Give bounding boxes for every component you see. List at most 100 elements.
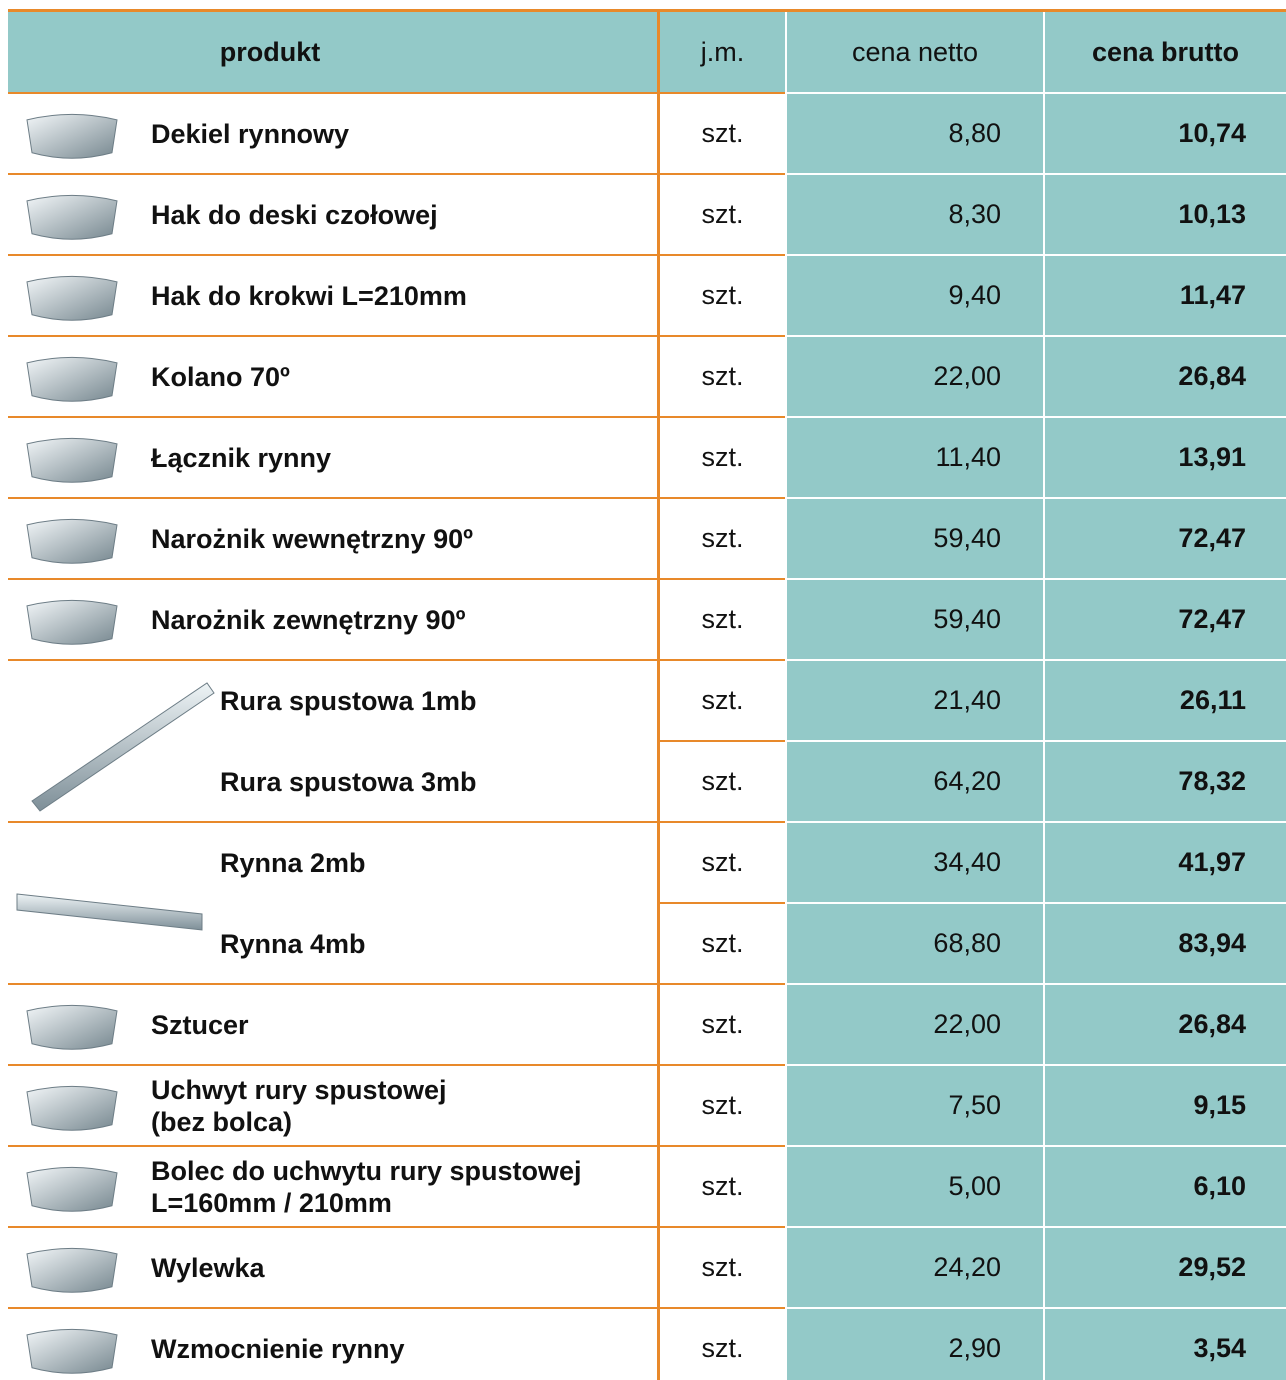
product-name: Hak do deski czołowej bbox=[151, 175, 651, 254]
unit-cell: szt. bbox=[660, 175, 785, 254]
product-image bbox=[12, 98, 132, 171]
net-price: 34,40 bbox=[787, 823, 1043, 902]
net-price: 11,40 bbox=[787, 418, 1043, 497]
unit-cell: szt. bbox=[660, 337, 785, 416]
product-name: Rynna 2mb bbox=[220, 823, 720, 902]
unit-cell: szt. bbox=[660, 1228, 785, 1307]
product-name-line: Bolec do uchwytu rury spustowej bbox=[151, 1155, 582, 1187]
product-name-line: Rura spustowa 1mb bbox=[220, 685, 477, 717]
product-name-line: L=160mm / 210mm bbox=[151, 1187, 392, 1219]
product-name-line: Dekiel rynnowy bbox=[151, 118, 349, 150]
unit-cell: szt. bbox=[660, 256, 785, 335]
net-price: 59,40 bbox=[787, 499, 1043, 578]
gross-price: 72,47 bbox=[1045, 499, 1286, 578]
unit-cell: szt. bbox=[660, 1147, 785, 1226]
product-image bbox=[12, 422, 132, 495]
product-name: Hak do krokwi L=210mm bbox=[151, 256, 651, 335]
product-name-line: Rura spustowa 3mb bbox=[220, 766, 477, 798]
net-price: 68,80 bbox=[787, 904, 1043, 983]
product-name-line: Hak do krokwi L=210mm bbox=[151, 280, 467, 312]
gross-price: 78,32 bbox=[1045, 742, 1286, 821]
product-image bbox=[12, 584, 132, 657]
product-name: Rura spustowa 3mb bbox=[220, 742, 720, 821]
net-price: 21,40 bbox=[787, 661, 1043, 740]
product-name-line: Narożnik zewnętrzny 90º bbox=[151, 604, 465, 636]
unit-cell: szt. bbox=[660, 661, 785, 740]
unit-cell: szt. bbox=[660, 499, 785, 578]
unit-cell: szt. bbox=[660, 94, 785, 173]
net-price: 59,40 bbox=[787, 580, 1043, 659]
product-image bbox=[12, 1313, 132, 1380]
product-image bbox=[12, 503, 132, 576]
gross-price: 11,47 bbox=[1045, 256, 1286, 335]
unit-cell: szt. bbox=[660, 1309, 785, 1380]
product-name-line: Wylewka bbox=[151, 1252, 265, 1284]
product-image bbox=[12, 1232, 132, 1305]
gross-price: 29,52 bbox=[1045, 1228, 1286, 1307]
gross-price: 10,74 bbox=[1045, 94, 1286, 173]
gross-price: 26,11 bbox=[1045, 661, 1286, 740]
product-image bbox=[12, 827, 222, 981]
net-price: 64,20 bbox=[787, 742, 1043, 821]
gross-price: 10,13 bbox=[1045, 175, 1286, 254]
net-price: 22,00 bbox=[787, 985, 1043, 1064]
gross-price: 6,10 bbox=[1045, 1147, 1286, 1226]
header-cell: cena netto bbox=[787, 12, 1043, 92]
product-name: Wzmocnienie rynny bbox=[151, 1309, 651, 1380]
price-table: produktj.m.cena nettocena brutto Dekiel … bbox=[0, 0, 1286, 1380]
product-name-line: Narożnik wewnętrzny 90º bbox=[151, 523, 473, 555]
unit-cell: szt. bbox=[660, 904, 785, 983]
product-image bbox=[12, 1151, 132, 1224]
product-name: Kolano 70º bbox=[151, 337, 651, 416]
gross-price: 83,94 bbox=[1045, 904, 1286, 983]
gross-price: 13,91 bbox=[1045, 418, 1286, 497]
gross-price: 72,47 bbox=[1045, 580, 1286, 659]
net-price: 8,30 bbox=[787, 175, 1043, 254]
product-name: Narożnik wewnętrzny 90º bbox=[151, 499, 651, 578]
net-price: 8,80 bbox=[787, 94, 1043, 173]
product-image bbox=[12, 665, 222, 819]
header-cell: cena brutto bbox=[1045, 12, 1286, 92]
unit-cell: szt. bbox=[660, 985, 785, 1064]
product-image bbox=[12, 989, 132, 1062]
unit-cell: szt. bbox=[660, 580, 785, 659]
unit-cell: szt. bbox=[660, 823, 785, 902]
unit-cell: szt. bbox=[660, 1066, 785, 1145]
product-image bbox=[12, 179, 132, 252]
gross-price: 9,15 bbox=[1045, 1066, 1286, 1145]
product-name-line: Łącznik rynny bbox=[151, 442, 331, 474]
net-price: 2,90 bbox=[787, 1309, 1043, 1380]
product-name-line: Uchwyt rury spustowej bbox=[151, 1074, 447, 1106]
product-image bbox=[12, 341, 132, 414]
product-name-line: Sztucer bbox=[151, 1009, 249, 1041]
product-name: Wylewka bbox=[151, 1228, 651, 1307]
net-price: 7,50 bbox=[787, 1066, 1043, 1145]
product-name-line: Hak do deski czołowej bbox=[151, 199, 438, 231]
unit-cell: szt. bbox=[660, 742, 785, 821]
product-name-line: Kolano 70º bbox=[151, 361, 290, 393]
product-name-line: (bez bolca) bbox=[151, 1106, 292, 1138]
product-name: Łącznik rynny bbox=[151, 418, 651, 497]
net-price: 9,40 bbox=[787, 256, 1043, 335]
product-name-line: Rynna 2mb bbox=[220, 847, 366, 879]
net-price: 22,00 bbox=[787, 337, 1043, 416]
product-name: Sztucer bbox=[151, 985, 651, 1064]
product-name: Narożnik zewnętrzny 90º bbox=[151, 580, 651, 659]
net-price: 24,20 bbox=[787, 1228, 1043, 1307]
gross-price: 3,54 bbox=[1045, 1309, 1286, 1380]
product-name-line: Wzmocnienie rynny bbox=[151, 1333, 405, 1365]
unit-cell: szt. bbox=[660, 418, 785, 497]
product-image bbox=[12, 1070, 132, 1143]
product-name: Uchwyt rury spustowej(bez bolca) bbox=[151, 1066, 651, 1145]
product-name: Dekiel rynnowy bbox=[151, 94, 651, 173]
gross-price: 26,84 bbox=[1045, 985, 1286, 1064]
product-name: Rynna 4mb bbox=[220, 904, 720, 983]
gross-price: 26,84 bbox=[1045, 337, 1286, 416]
product-name: Rura spustowa 1mb bbox=[220, 661, 720, 740]
header-cell: produkt bbox=[8, 12, 657, 92]
header-cell: j.m. bbox=[660, 12, 785, 92]
net-price: 5,00 bbox=[787, 1147, 1043, 1226]
product-name-line: Rynna 4mb bbox=[220, 928, 366, 960]
product-image bbox=[12, 260, 132, 333]
